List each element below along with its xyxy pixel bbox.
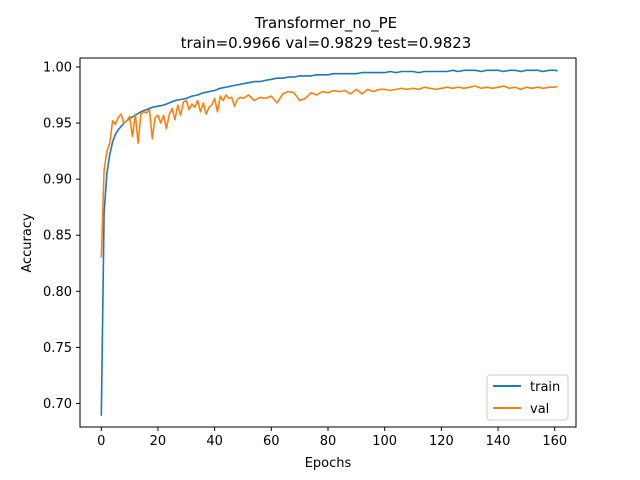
- series-line-train: [100, 69, 558, 416]
- y-axis-ticks: 0.70 0.75 0.80 0.85 0.90 0.95 1.00: [43, 60, 80, 412]
- y-tick-label: 0.85: [43, 229, 72, 244]
- y-tick-label: 0.70: [43, 397, 72, 412]
- x-tick-label: 140: [486, 434, 511, 449]
- y-tick-label: 0.90: [43, 173, 72, 188]
- x-tick-label: 0: [97, 434, 105, 449]
- y-tick-label: 1.00: [43, 60, 72, 75]
- y-tick-label: 0.75: [43, 341, 72, 356]
- x-tick-label: 100: [372, 434, 397, 449]
- chart-subtitle: train=0.9966 val=0.9829 test=0.9823: [181, 34, 472, 52]
- x-tick-label: 60: [263, 434, 280, 449]
- legend-label-train: train: [530, 380, 560, 395]
- x-axis-ticks: 0 20 40 60 80 100 120 140 160: [97, 427, 567, 449]
- y-tick-label: 0.95: [43, 117, 72, 132]
- series-layer: [100, 69, 558, 416]
- y-tick-label: 0.80: [43, 285, 72, 300]
- x-tick-label: 80: [320, 434, 337, 449]
- x-tick-label: 160: [542, 434, 567, 449]
- legend: train val: [486, 374, 569, 421]
- x-tick-label: 120: [429, 434, 454, 449]
- series-line-val: [100, 85, 558, 258]
- legend-label-val: val: [530, 402, 549, 417]
- x-tick-label: 20: [150, 434, 167, 449]
- x-axis-label: Epochs: [305, 456, 352, 471]
- chart-title: Transformer_no_PE: [254, 14, 397, 33]
- x-tick-label: 40: [206, 434, 223, 449]
- y-axis-label: Accuracy: [20, 213, 35, 273]
